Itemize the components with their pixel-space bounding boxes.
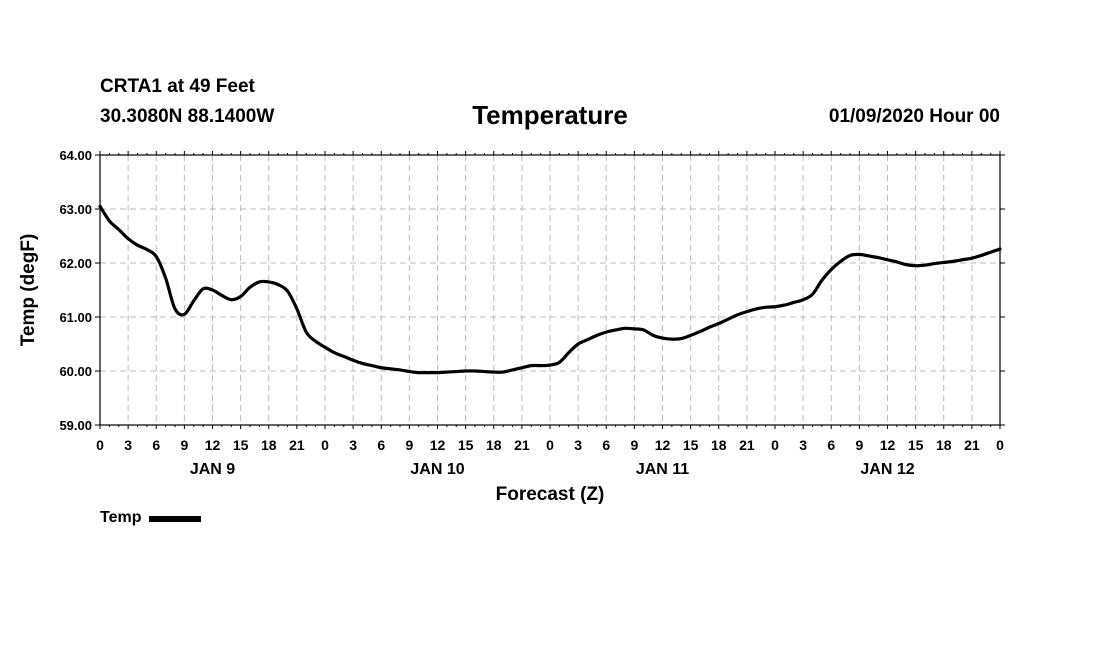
station-label: CRTA1 at 49 Feet (100, 76, 255, 97)
x-tick-label: 3 (799, 437, 807, 453)
x-tick-label: 15 (908, 437, 924, 453)
grid-lines (100, 155, 1000, 425)
x-tick-label: 18 (261, 437, 277, 453)
chart-title: Temperature (472, 100, 628, 130)
day-label: JAN 9 (190, 461, 235, 478)
x-tick-label: 6 (602, 437, 610, 453)
x-tick-label: 15 (683, 437, 699, 453)
x-tick-label: 9 (630, 437, 638, 453)
y-tick-label: 60.00 (59, 364, 92, 379)
y-tick-label: 61.00 (59, 310, 92, 325)
x-tick-label: 15 (233, 437, 249, 453)
x-tick-label: 12 (655, 437, 671, 453)
x-tick-label: 21 (964, 437, 980, 453)
day-label: JAN 12 (860, 461, 914, 478)
x-tick-label: 18 (936, 437, 952, 453)
x-tick-label: 9 (180, 437, 188, 453)
y-tick-label: 63.00 (59, 202, 92, 217)
x-tick-label: 0 (546, 437, 554, 453)
temp-series-line (98, 204, 1002, 375)
y-tick-label: 64.00 (59, 148, 92, 163)
x-tick-label: 12 (205, 437, 221, 453)
x-tick-label: 9 (405, 437, 413, 453)
x-tick-label: 3 (574, 437, 582, 453)
x-tick-label: 18 (711, 437, 727, 453)
x-tick-label: 3 (124, 437, 132, 453)
x-tick-label: 9 (855, 437, 863, 453)
x-tick-label: 3 (349, 437, 357, 453)
x-tick-label: 0 (996, 437, 1004, 453)
x-tick-label: 6 (152, 437, 160, 453)
day-label: JAN 10 (410, 461, 464, 478)
coordinates-label: 30.3080N 88.1400W (100, 106, 275, 127)
tick-marks (95, 151, 1005, 429)
x-tick-label: 21 (514, 437, 530, 453)
x-tick-label: 6 (377, 437, 385, 453)
day-label: JAN 11 (636, 461, 689, 478)
legend: Temp (100, 509, 202, 527)
x-tick-label: 0 (771, 437, 779, 453)
legend-label: Temp (100, 509, 142, 526)
x-tick-label: 21 (289, 437, 305, 453)
x-tick-label: 18 (486, 437, 502, 453)
y-tick-label: 62.00 (59, 256, 92, 271)
y-tick-label: 59.00 (59, 418, 92, 433)
x-tick-label: 15 (458, 437, 474, 453)
axis-labels: 0 3 6 9 12 15 18 21 0 3 6 9 12 15 18 21 0 3 6 9 12 15 18 21 0 3 6 9… (59, 148, 1004, 478)
legend-line-swatch (149, 516, 202, 522)
x-tick-label: 0 (96, 437, 104, 453)
y-axis-label: Temp (degF) (18, 234, 39, 347)
x-axis-label: Forecast (Z) (496, 484, 605, 505)
x-tick-label: 12 (430, 437, 446, 453)
forecast-datetime: 01/09/2020 Hour 00 (828, 106, 1000, 127)
x-tick-label: 12 (880, 437, 896, 453)
x-tick-label: 21 (739, 437, 755, 453)
x-tick-label: 6 (827, 437, 835, 453)
x-tick-label: 0 (321, 437, 329, 453)
